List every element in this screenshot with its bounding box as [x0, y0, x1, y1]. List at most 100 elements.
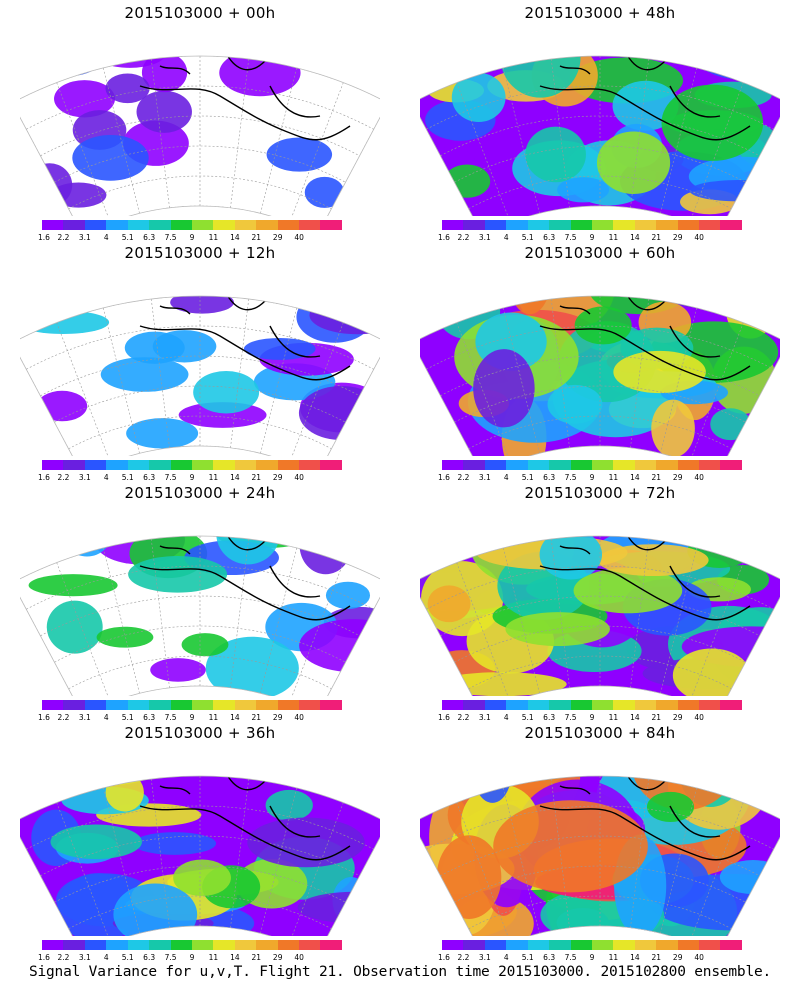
colorbar-tick-label: 6.3 — [143, 233, 156, 242]
colorbar-tick-label: 1.6 — [438, 233, 450, 242]
colorbar-swatch — [527, 940, 550, 950]
colorbar-swatch — [442, 940, 464, 950]
colorbar-swatch — [213, 940, 235, 950]
colorbar-swatch — [484, 940, 507, 950]
colorbar-tick-label: 29 — [672, 473, 683, 482]
colorbar-tick-label: 11 — [208, 473, 219, 482]
colorbar-swatch — [234, 220, 257, 230]
colorbar-swatch — [256, 700, 278, 710]
colorbar-tick-label: 40 — [294, 953, 304, 962]
colorbar-tick-label: 7.5 — [564, 473, 577, 482]
colorbar-swatch — [506, 460, 528, 470]
colorbar-tick-label: 1.6 — [38, 953, 50, 962]
colorbar-swatch — [442, 700, 464, 710]
colorbar-ticks: 1.6 2.2 3.1 4 5.1 6.3 7.5 9 11 14 21 29 40 — [438, 953, 742, 963]
colorbar-tick-label: 40 — [694, 473, 704, 482]
colorbar-swatch — [84, 940, 107, 950]
colorbar-swatch — [106, 940, 128, 950]
colorbar-tick-label: 5.1 — [521, 473, 534, 482]
colorbar-tick-label: 4 — [103, 473, 109, 482]
colorbar-swatch — [699, 700, 721, 710]
colorbar-tick-label: 2.2 — [57, 233, 70, 242]
colorbar-swatch — [170, 220, 192, 230]
colorbar-swatch — [549, 460, 571, 470]
colorbar-swatch — [42, 220, 64, 230]
variance-map — [420, 535, 780, 696]
colorbar-tick-label: 11 — [208, 233, 219, 242]
colorbar-swatch — [106, 220, 128, 230]
colorbar-tick-label: 29 — [272, 233, 283, 242]
colorbar-tick-label: 4 — [103, 953, 109, 962]
colorbar-tick-label: 11 — [208, 713, 219, 722]
colorbar-swatch — [634, 220, 657, 230]
colorbar-tick-label: 5.1 — [121, 953, 134, 962]
panel-title: 2015103000 + 24h — [124, 484, 276, 502]
variance-map — [420, 295, 780, 456]
colorbar-swatch — [591, 220, 614, 230]
colorbar-swatch — [527, 700, 550, 710]
colorbar-tick-label: 6.3 — [143, 473, 156, 482]
colorbar-tick-label: 1.6 — [38, 233, 50, 242]
colorbar-tick-label: 3.1 — [478, 953, 491, 962]
panel-title: 2015103000 + 72h — [524, 484, 676, 502]
colorbar-tick-label: 7.5 — [164, 953, 177, 962]
colorbar-tick-label: 1.6 — [438, 953, 450, 962]
colorbar-tick-label: 21 — [651, 233, 662, 242]
colorbar-tick-label: 7.5 — [564, 233, 577, 242]
colorbar-swatch — [656, 460, 678, 470]
colorbar-swatch — [170, 940, 192, 950]
colorbar-tick-label: 2.2 — [57, 953, 70, 962]
colorbar-tick-label: 9 — [589, 953, 595, 962]
colorbar-swatch — [149, 220, 171, 230]
colorbar-tick-label: 4 — [503, 473, 509, 482]
forecast-panel: 2015103000 + 24h 1.6 2.2 3.1 4 5.1 6.3 7.5 9 11 14… — [20, 480, 380, 722]
colorbar-tick-label: 21 — [651, 473, 662, 482]
colorbar-tick-label: 14 — [230, 713, 240, 722]
colorbar-tick-label: 7.5 — [164, 233, 177, 242]
colorbar-tick-label: 14 — [230, 233, 240, 242]
colorbar-swatch — [442, 460, 464, 470]
colorbar-swatch — [320, 220, 342, 230]
forecast-panel: 2015103000 + 00h 1.6 2.2 3.1 4 5.1 6.3 7.5 9 11 14… — [20, 0, 380, 242]
colorbar-tick-label: 29 — [672, 233, 683, 242]
colorbar-tick-label: 6.3 — [143, 953, 156, 962]
colorbar-swatch — [106, 460, 128, 470]
panel-title: 2015103000 + 48h — [524, 4, 676, 22]
variance-map — [20, 55, 380, 216]
colorbar-tick-label: 40 — [294, 233, 304, 242]
colorbar-tick-label: 9 — [589, 473, 595, 482]
colorbar-tick-label: 11 — [608, 233, 619, 242]
colorbar-swatch — [677, 940, 700, 950]
figure-caption: Signal Variance for u,v,T. Flight 21. Ob… — [28, 964, 772, 980]
colorbar-swatch — [506, 940, 528, 950]
panel-title: 2015103000 + 00h — [124, 4, 276, 22]
colorbar-tick-label: 7.5 — [164, 713, 177, 722]
colorbar-swatch — [484, 700, 507, 710]
colorbar-swatch — [299, 700, 321, 710]
colorbar-swatch — [84, 460, 107, 470]
colorbar-swatch — [299, 940, 321, 950]
colorbar-swatch — [149, 460, 171, 470]
colorbar-tick-label: 29 — [272, 473, 283, 482]
colorbar-swatch — [720, 460, 742, 470]
colorbar-swatch — [634, 460, 657, 470]
colorbar-swatch — [570, 220, 592, 230]
colorbar-swatch — [149, 940, 171, 950]
colorbar-swatch — [442, 220, 464, 230]
colorbar-swatch — [84, 220, 107, 230]
colorbar-tick-label: 7.5 — [164, 473, 177, 482]
colorbar-tick-label: 6.3 — [543, 953, 556, 962]
colorbar-tick-label: 14 — [630, 713, 640, 722]
colorbar-tick-label: 2.2 — [57, 473, 70, 482]
colorbar-swatch — [256, 220, 278, 230]
colorbar-tick-label: 4 — [503, 713, 509, 722]
panel-title: 2015103000 + 60h — [524, 244, 676, 262]
colorbar-swatch — [63, 220, 85, 230]
colorbar-tick-label: 9 — [189, 713, 195, 722]
colorbar-tick-label: 7.5 — [564, 713, 577, 722]
colorbar-tick-label: 21 — [651, 713, 662, 722]
colorbar-ticks: 1.6 2.2 3.1 4 5.1 6.3 7.5 9 11 14 21 29 40 — [438, 473, 742, 483]
colorbar — [42, 220, 342, 230]
colorbar — [442, 700, 742, 710]
colorbar-swatch — [299, 220, 321, 230]
